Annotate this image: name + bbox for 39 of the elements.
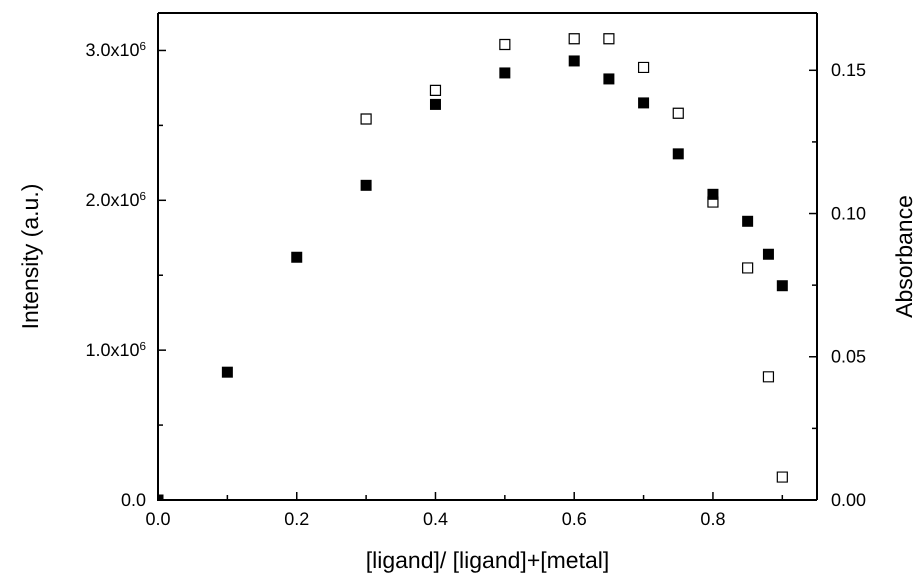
y-tick-label: 1.0x10$^{6}$	[85, 339, 146, 360]
y2-axis-title: Absorbance	[891, 195, 917, 318]
y-tick-label: 3.0x10$^{6}$	[85, 40, 146, 60]
y2-tick-label: 0.15	[831, 60, 866, 80]
x-tick-label: 0.8	[700, 508, 726, 529]
point	[499, 67, 510, 78]
y2-tick-label: 0.10	[831, 203, 866, 224]
point	[776, 280, 788, 292]
point	[603, 33, 614, 44]
point	[568, 33, 580, 44]
point	[291, 252, 302, 263]
x-tick-label: 0.0	[145, 508, 171, 529]
point	[222, 366, 233, 378]
y-tick-label: 0.0	[120, 490, 146, 510]
point	[360, 180, 372, 191]
point	[638, 97, 650, 108]
x-axis-title: [ligand]/ [ligand]+[metal]	[366, 547, 610, 573]
point	[603, 73, 614, 84]
point	[742, 262, 754, 274]
x-tick-label: 0.2	[284, 508, 310, 529]
point	[430, 98, 441, 110]
point	[360, 113, 372, 125]
point	[762, 248, 774, 260]
y2-tick-label: 0.00	[831, 490, 866, 510]
y2-tick-label: 0.05	[831, 346, 866, 367]
point	[568, 55, 580, 66]
point	[742, 216, 754, 227]
x-tick-label: 0.6	[562, 508, 587, 529]
point	[430, 84, 442, 96]
point	[776, 471, 788, 483]
point	[672, 148, 684, 160]
y-tick-label: 2.0x10$^{6}$	[85, 190, 146, 210]
point	[707, 196, 719, 208]
point	[638, 62, 650, 74]
y-axis-title: Intensity (a.u.)	[17, 184, 43, 330]
x-tick-label: 0.4	[422, 508, 448, 529]
point	[499, 38, 510, 50]
point	[762, 371, 774, 382]
point	[672, 108, 684, 119]
